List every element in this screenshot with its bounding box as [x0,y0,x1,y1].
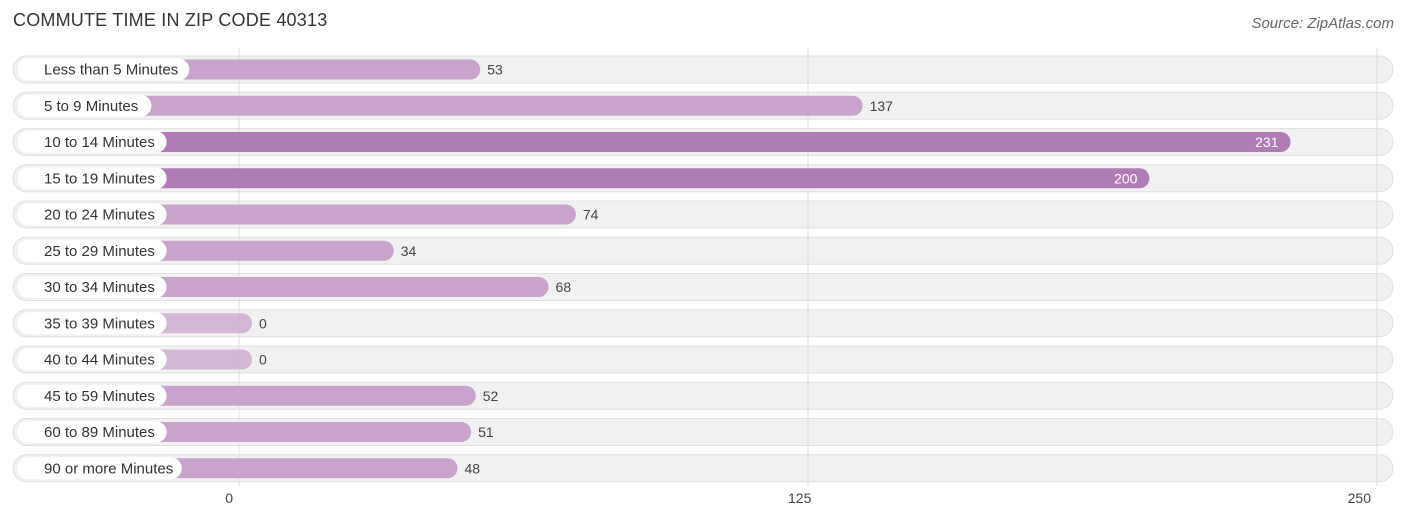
category-pill [17,203,167,226]
value-label: 0 [259,315,267,331]
category-label: 90 or more Minutes [44,460,173,477]
category-pill [17,348,167,371]
category-label: 10 to 14 Minutes [44,134,155,151]
category-pill [17,421,167,443]
category-pill [17,239,167,262]
source-note: Source: ZipAtlas.com [1251,15,1394,32]
x-tick-label: 0 [225,490,233,506]
value-label: 0 [259,352,267,368]
category-label: 20 to 24 Minutes [44,207,155,224]
category-label: 60 to 89 Minutes [44,424,155,441]
value-label: 200 [1114,170,1138,186]
bar [17,168,1150,189]
chart-rows: Less than 5 Minutes 53 5 to 9 Minutes 137 10… [12,48,1394,486]
bar [17,132,1291,152]
gridlines-overlay [238,48,1378,486]
value-label: 48 [464,460,480,476]
value-label: 52 [483,388,499,404]
chart-title: COMMUTE TIME IN ZIP CODE 40313 [13,10,328,30]
value-label: 53 [487,62,503,78]
category-label: 40 to 44 Minutes [44,352,155,369]
x-tick-label: 125 [788,490,812,506]
category-pill [17,94,152,117]
category-pill [17,384,167,407]
category-pill [17,131,167,153]
row-background [12,345,1394,374]
category-label: 5 to 9 Minutes [44,98,138,115]
category-label: 25 to 29 Minutes [44,243,155,260]
category-pill [17,167,167,190]
category-label: 15 to 19 Minutes [44,170,155,187]
value-label: 34 [401,243,417,259]
category-pill [17,276,167,298]
category-label: 45 to 59 Minutes [44,388,155,405]
row-background [12,309,1394,338]
category-pill [17,457,182,480]
category-label: Less than 5 Minutes [44,62,178,79]
category-label: 35 to 39 Minutes [44,315,155,332]
category-label: 30 to 34 Minutes [44,279,155,296]
category-pill [17,312,167,335]
value-label: 137 [870,98,894,114]
category-pill [17,58,190,81]
x-tick-label: 250 [1348,490,1372,506]
x-axis-ticks: 0 125 250 [225,490,1371,506]
value-label: 51 [478,424,494,440]
value-label: 74 [583,207,599,223]
value-label: 231 [1255,134,1279,150]
value-label: 68 [556,279,572,295]
bar [17,95,863,116]
